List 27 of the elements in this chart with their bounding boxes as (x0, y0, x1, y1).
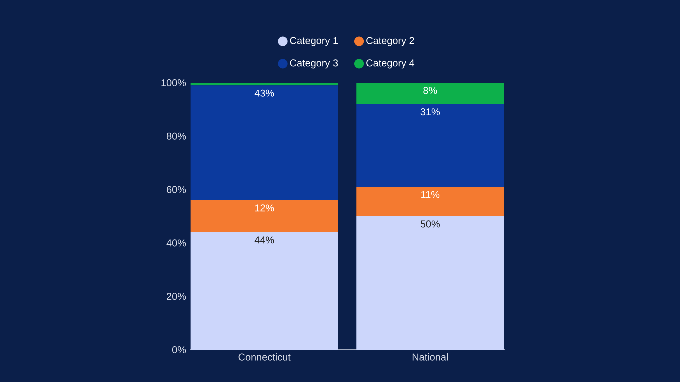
data-label: 44% (254, 236, 274, 244)
y-tick-label: 60% (167, 186, 186, 194)
legend-label: Category 1 (290, 37, 338, 46)
data-label: 12% (255, 204, 274, 212)
data-label: 11% (422, 191, 440, 198)
legend-label: Category 4 (366, 60, 415, 69)
bar (356, 82, 504, 104)
bar (356, 187, 504, 216)
y-tick-label: 20% (167, 293, 186, 300)
bar (190, 232, 338, 350)
x-tick-label: National (412, 354, 448, 361)
data-label: 43% (254, 90, 274, 97)
bar (190, 200, 338, 233)
bar (190, 82, 338, 86)
y-tick-label: 80% (166, 132, 186, 140)
data-label: 31% (420, 108, 440, 116)
legend-label: Category 3 (290, 60, 338, 69)
y-tick-label: 40% (166, 240, 186, 247)
y-tick-label: 0% (172, 346, 186, 354)
legend-label: Category 2 (366, 37, 414, 46)
x-tick-label: Connecticut (238, 354, 291, 361)
data-label: 50% (420, 220, 440, 228)
bar (356, 104, 504, 188)
data-label: 8% (424, 87, 438, 94)
bar (356, 216, 504, 350)
y-tick-label: 100% (162, 79, 186, 87)
bar (190, 86, 338, 200)
